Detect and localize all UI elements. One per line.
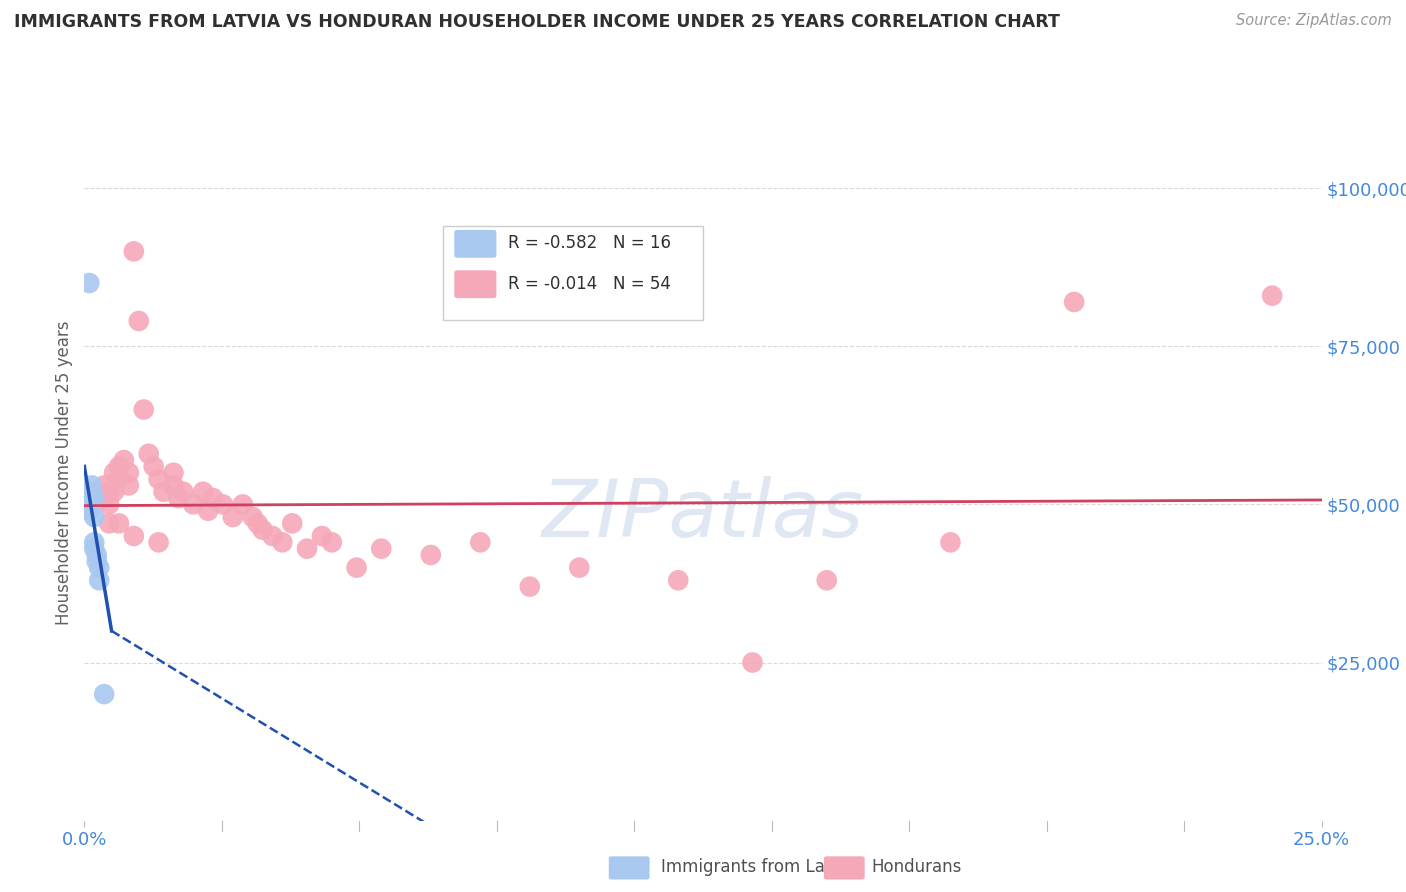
FancyBboxPatch shape: [454, 230, 496, 258]
Point: [142, 459, 165, 474]
Point: [197, 504, 219, 518]
Point: [666, 574, 689, 588]
Point: [80, 478, 103, 492]
Point: [79, 276, 101, 290]
Point: [212, 497, 235, 511]
Point: [132, 402, 155, 417]
Point: [108, 516, 131, 531]
FancyBboxPatch shape: [454, 270, 496, 298]
Point: [262, 529, 284, 543]
Point: [162, 466, 184, 480]
Point: [939, 535, 962, 549]
Point: [83, 491, 105, 505]
Text: IMMIGRANTS FROM LATVIA VS HONDURAN HOUSEHOLDER INCOME UNDER 25 YEARS CORRELATION: IMMIGRANTS FROM LATVIA VS HONDURAN HOUSE…: [14, 13, 1060, 31]
Point: [98, 484, 121, 499]
Point: [1063, 295, 1085, 310]
Point: [271, 535, 294, 549]
Point: [86, 554, 108, 568]
Point: [122, 244, 145, 259]
Point: [103, 484, 125, 499]
Text: Immigrants from Latvia: Immigrants from Latvia: [661, 858, 856, 876]
Point: [568, 560, 591, 574]
Point: [122, 529, 145, 543]
Point: [370, 541, 392, 556]
Point: [232, 497, 254, 511]
Point: [741, 656, 763, 670]
FancyBboxPatch shape: [443, 226, 703, 319]
Point: [172, 484, 194, 499]
Point: [519, 580, 541, 594]
Point: [103, 466, 125, 480]
Y-axis label: Householder Income Under 25 years: Householder Income Under 25 years: [55, 320, 73, 625]
Point: [79, 491, 101, 505]
Text: Hondurans: Hondurans: [872, 858, 962, 876]
Point: [98, 516, 121, 531]
Point: [83, 541, 105, 556]
Point: [118, 466, 141, 480]
Point: [222, 510, 245, 524]
Point: [79, 484, 101, 499]
Point: [470, 535, 492, 549]
Point: [128, 314, 150, 328]
Point: [252, 523, 274, 537]
Point: [815, 574, 838, 588]
Point: [295, 541, 318, 556]
Point: [89, 574, 111, 588]
Point: [321, 535, 343, 549]
Point: [162, 478, 184, 492]
Text: Source: ZipAtlas.com: Source: ZipAtlas.com: [1236, 13, 1392, 29]
Point: [167, 491, 190, 505]
Point: [191, 484, 214, 499]
Text: R = -0.014   N = 54: R = -0.014 N = 54: [508, 275, 671, 293]
Text: ZIPatlas: ZIPatlas: [541, 475, 865, 554]
Point: [79, 497, 101, 511]
Point: [83, 535, 105, 549]
Point: [79, 504, 101, 518]
Text: R = -0.582   N = 16: R = -0.582 N = 16: [508, 235, 671, 252]
Point: [112, 453, 135, 467]
Point: [93, 478, 115, 492]
Point: [242, 510, 264, 524]
Point: [1261, 288, 1284, 302]
Point: [108, 459, 131, 474]
Point: [246, 516, 269, 531]
Point: [202, 491, 225, 505]
Point: [93, 491, 115, 505]
Point: [93, 687, 115, 701]
Point: [148, 472, 170, 486]
Point: [419, 548, 441, 562]
Point: [80, 484, 103, 499]
Point: [118, 478, 141, 492]
Point: [181, 497, 204, 511]
Point: [152, 484, 174, 499]
Point: [98, 497, 121, 511]
Point: [311, 529, 333, 543]
Point: [281, 516, 304, 531]
Point: [138, 447, 160, 461]
Point: [148, 535, 170, 549]
Point: [89, 560, 111, 574]
Point: [108, 472, 131, 486]
Point: [83, 510, 105, 524]
Point: [86, 548, 108, 562]
Point: [346, 560, 368, 574]
